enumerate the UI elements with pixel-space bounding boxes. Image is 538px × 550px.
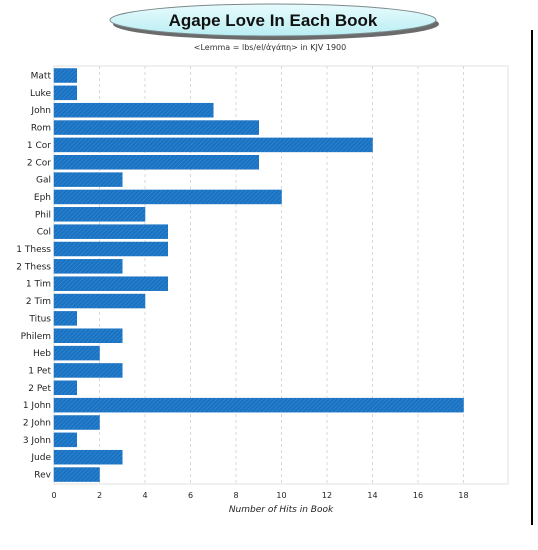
category-label: Gal	[36, 176, 51, 186]
x-tick-label: 14	[367, 491, 377, 500]
x-tick-label: 6	[188, 491, 193, 500]
bar-eph	[53, 189, 282, 205]
x-tick-label: 18	[458, 491, 468, 500]
category-label: Phil	[35, 210, 51, 220]
category-label: John	[30, 106, 51, 116]
bar-jude	[53, 449, 123, 465]
category-label: Philem	[21, 332, 51, 342]
category-label: Matt	[31, 72, 52, 82]
bar-heb	[53, 345, 100, 361]
bar-2-tim	[53, 293, 146, 309]
x-tick-label: 4	[142, 491, 147, 500]
bar-philem	[53, 328, 123, 343]
bar-gal	[53, 172, 123, 187]
title-badge	[109, 3, 437, 37]
category-label: 2 Cor	[27, 158, 51, 168]
x-tick-labels: 0 2 4 6 8 10 12 14 16 18	[51, 491, 468, 500]
x-axis-title: Number of Hits in Book	[229, 505, 334, 515]
x-tick-label: 16	[413, 491, 423, 500]
x-tick-label: 0	[51, 491, 56, 500]
category-label: Eph	[34, 193, 51, 203]
category-label: Jude	[30, 453, 51, 463]
bar-john	[53, 102, 214, 118]
bar-luke	[53, 85, 77, 101]
category-label: 2 Pet	[28, 384, 51, 394]
bar-1-pet	[53, 363, 123, 378]
category-label: 1 Thess	[16, 245, 51, 255]
chart-subtitle: <Lemma = lbs/el/ἀγάπη> in KJV 1900	[194, 43, 346, 52]
category-label: 3 John	[23, 436, 51, 446]
grid-layer	[99, 66, 464, 484]
bar-1-tim	[53, 276, 168, 291]
category-label: Rev	[34, 471, 51, 481]
bar-1-thess	[53, 241, 168, 257]
bar-2-cor	[53, 155, 259, 170]
bar-2-thess	[53, 259, 123, 274]
bar-layer	[53, 68, 464, 482]
category-labels: Matt Luke John Rom 1 Cor 2 Cor Gal Eph Phil Col 1 …	[16, 72, 51, 481]
bar-col	[53, 224, 168, 239]
category-label: 2 Tim	[26, 297, 51, 307]
bar-titus	[53, 311, 77, 326]
category-label: 2 Thess	[16, 262, 51, 272]
chart-title: Agape Love In Each Book	[169, 11, 378, 30]
x-tick-label: 10	[276, 491, 286, 500]
bar-2-pet	[53, 380, 77, 396]
x-tick-label: 8	[233, 491, 238, 500]
right-edge-rule	[531, 30, 533, 525]
category-label: Heb	[33, 349, 51, 359]
category-label: 1 Cor	[27, 141, 51, 151]
bar-1-cor	[53, 137, 373, 153]
x-tick-label: 2	[97, 491, 102, 500]
category-label: Rom	[31, 124, 51, 134]
category-label: 1 Pet	[28, 366, 51, 376]
category-label: 1 John	[23, 401, 51, 411]
category-label: Col	[37, 228, 51, 238]
bar-rev	[53, 467, 100, 482]
category-label: 2 John	[23, 419, 51, 429]
category-label: Luke	[30, 89, 51, 99]
category-label: 1 Tim	[26, 280, 51, 290]
bar-3-john	[53, 432, 77, 448]
x-tick-label: 12	[322, 491, 332, 500]
category-label: Titus	[28, 314, 51, 324]
bar-2-john	[53, 415, 100, 430]
bar-rom	[53, 120, 259, 135]
bar-1-john	[53, 397, 464, 413]
bar-phil	[53, 207, 146, 222]
bar-matt	[53, 68, 77, 83]
